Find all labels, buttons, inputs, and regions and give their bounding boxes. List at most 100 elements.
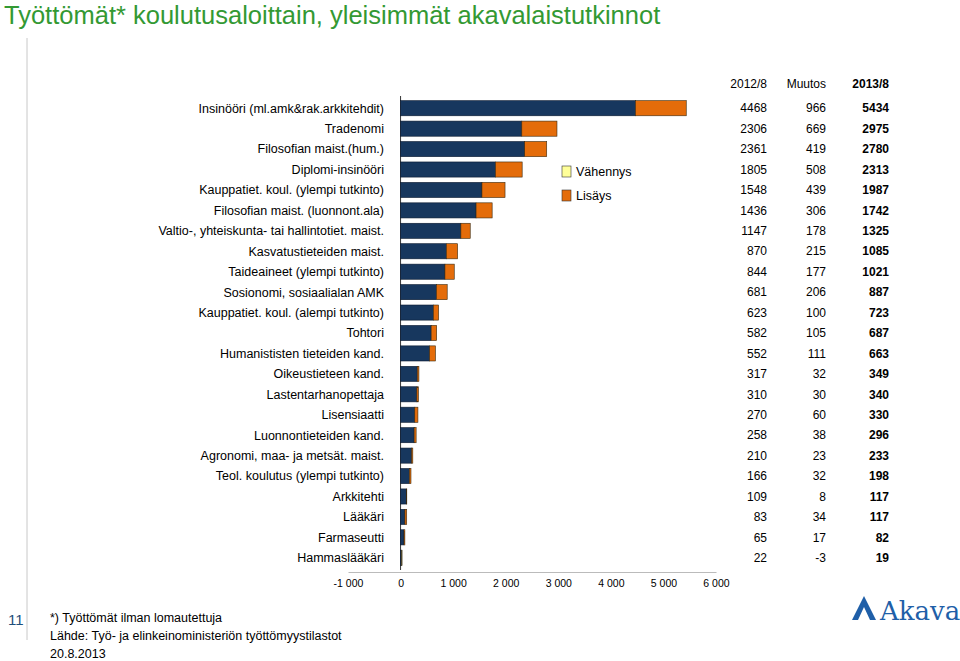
table-cell: 2313 — [862, 163, 889, 177]
table-cell: 508 — [806, 163, 826, 177]
category-label: Diplomi-insinööri — [292, 163, 384, 177]
bar-segment — [476, 203, 492, 218]
category-label: Teol. koulutus (ylempi tutkinto) — [216, 469, 384, 483]
bar-segment — [482, 182, 505, 197]
footnote: *) Työttömät ilman lomautettuja — [50, 611, 222, 625]
x-axis: -1 00001 0002 0003 0004 0005 0006 000 — [334, 572, 730, 589]
table-cell: 419 — [806, 142, 826, 156]
slide-rule — [27, 38, 28, 640]
table-cell: 623 — [747, 306, 767, 320]
bar-base — [401, 325, 432, 340]
bar-base — [401, 203, 476, 218]
table-cell: 1436 — [740, 204, 767, 218]
table-cell: 215 — [806, 244, 826, 258]
category-label: Lisensiaatti — [321, 408, 384, 422]
bar-base — [401, 285, 437, 300]
bar-segment — [405, 509, 407, 524]
table-cell: 22 — [754, 551, 768, 565]
bar-segment — [436, 285, 447, 300]
bar-segment — [635, 101, 686, 116]
table-cell: 1147 — [741, 224, 767, 238]
table-cell: 83 — [754, 510, 768, 524]
bar-segment — [412, 448, 413, 463]
bar-base — [401, 182, 482, 197]
bar-base — [401, 448, 412, 463]
table-cell: 681 — [747, 285, 767, 299]
title: Työttömät* koulutusaloittain, yleisimmät… — [4, 1, 660, 29]
table-cell: 296 — [869, 428, 889, 442]
bar-base — [401, 305, 434, 320]
table-cell: 349 — [869, 367, 889, 381]
table-cell: 723 — [869, 306, 889, 320]
table-cell: 117 — [870, 490, 890, 504]
table-header: 2013/8 — [852, 77, 889, 91]
bar-segment — [495, 162, 522, 177]
data-table: 2012/8Muutos2013/84468966543423066692975… — [730, 77, 889, 565]
tick-label: -1 000 — [334, 577, 364, 589]
bar-base — [401, 142, 525, 157]
bar-segment — [461, 223, 470, 238]
source: Lähde: Työ- ja elinkeinoministeriön työt… — [50, 629, 342, 643]
table-cell: 23 — [813, 449, 827, 463]
bar-base — [401, 162, 496, 177]
bar-segment — [430, 346, 436, 361]
logo-mark — [852, 596, 876, 620]
tick-label: 5 000 — [651, 577, 677, 589]
table-cell: 30 — [813, 388, 827, 402]
table-cell: 552 — [747, 347, 767, 361]
bar-base — [401, 346, 430, 361]
table-cell: 330 — [869, 408, 889, 422]
category-labels: Insinööri (ml.amk&rak.arkkitehdit)Traden… — [158, 102, 384, 566]
table-cell: 210 — [747, 449, 767, 463]
category-label: Tohtori — [346, 326, 384, 340]
bar-segment — [409, 468, 411, 483]
table-cell: 270 — [747, 408, 767, 422]
bar-base — [401, 428, 415, 443]
table-cell: 687 — [869, 326, 889, 340]
table-cell: 178 — [806, 224, 826, 238]
bar-segment — [525, 142, 547, 157]
bar-segment — [417, 366, 419, 381]
bar-base — [401, 244, 447, 259]
table-cell: 82 — [876, 531, 890, 545]
table-cell: 2361 — [740, 142, 767, 156]
bar-base — [401, 509, 405, 524]
table-cell: 1987 — [862, 183, 889, 197]
category-label: Kasvatustieteiden maist. — [249, 245, 385, 259]
table-cell: 2306 — [740, 122, 767, 136]
bar-segment — [414, 428, 416, 443]
category-label: Farmaseutti — [318, 531, 384, 545]
table-cell: 111 — [808, 347, 827, 361]
bar-segment — [417, 387, 419, 402]
category-label: Kauppatiet. koul. (ylempi tutkinto) — [199, 183, 384, 197]
x-tick: 5 000 — [651, 572, 677, 589]
x-tick: 3 000 — [546, 572, 572, 589]
table-cell: 60 — [813, 408, 827, 422]
logo: Akava — [852, 596, 960, 626]
bar-segment — [403, 530, 405, 545]
table-header: Muutos — [787, 77, 826, 91]
table-cell: 306 — [806, 204, 826, 218]
category-label: Luonnontieteiden kand. — [254, 429, 384, 443]
table-cell: 1742 — [862, 204, 889, 218]
table-cell: 1021 — [862, 265, 889, 279]
table-cell: 966 — [806, 101, 826, 115]
table-cell: 582 — [747, 326, 767, 340]
table-cell: 5434 — [862, 101, 889, 115]
table-cell: 1085 — [862, 244, 889, 258]
bar-segment — [415, 407, 418, 422]
category-label: Hammaslääkäri — [297, 551, 384, 565]
table-cell: 198 — [869, 469, 889, 483]
table-cell: 340 — [869, 388, 889, 402]
tick-label: 2 000 — [493, 577, 519, 589]
bar-base — [401, 366, 418, 381]
category-label: Kauppatiet. koul. (alempi tutkinto) — [198, 306, 384, 320]
bars — [401, 101, 687, 566]
table-cell: 2780 — [862, 142, 889, 156]
category-label: Filosofian maist. (luonnont.ala) — [214, 204, 384, 218]
table-cell: 439 — [806, 183, 826, 197]
axis-line — [349, 572, 717, 573]
bar-base — [401, 223, 461, 238]
table-cell: 870 — [747, 244, 767, 258]
table-cell: 1325 — [862, 224, 889, 238]
